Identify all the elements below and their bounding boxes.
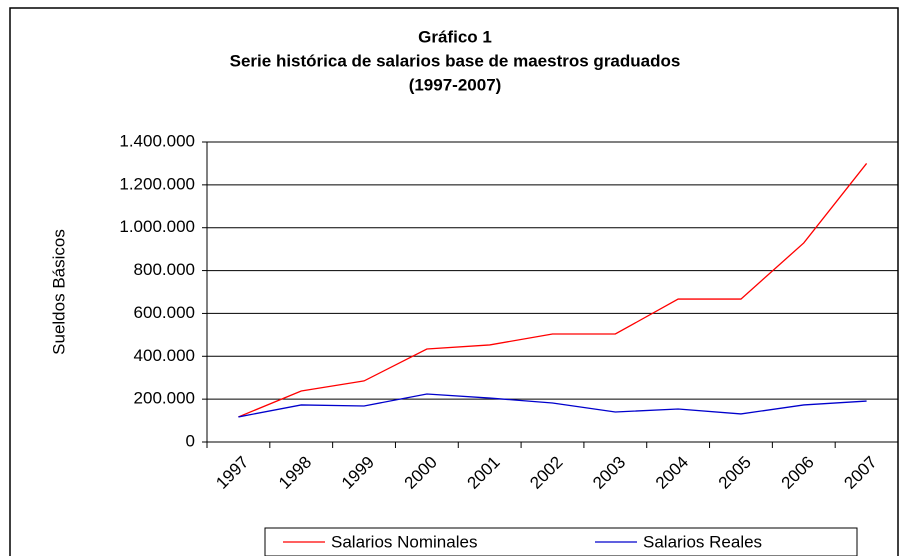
legend-box <box>264 527 858 556</box>
y-tick-label: 0 <box>186 431 195 450</box>
y-tick-label: 1.200.000 <box>119 174 195 193</box>
chart-title: (1997-2007) <box>409 75 502 94</box>
chart-border <box>9 7 899 556</box>
y-tick-label: 200.000 <box>134 389 195 408</box>
chart-title: Gráfico 1 <box>418 27 492 46</box>
y-tick-label: 800.000 <box>134 260 195 279</box>
legend-label: Salarios Nominales <box>331 532 477 551</box>
series-line <box>238 393 867 418</box>
y-tick-label: 600.000 <box>134 303 195 322</box>
y-tick-label: 400.000 <box>134 346 195 365</box>
chart-title: Serie histórica de salarios base de maes… <box>230 51 681 70</box>
y-tick-label: 1.400.000 <box>119 131 195 150</box>
y-tick-label: 1.000.000 <box>119 217 195 236</box>
y-axis-label: Sueldos Básicos <box>49 229 68 355</box>
series-line <box>238 163 868 418</box>
legend-label: Salarios Reales <box>643 532 762 551</box>
